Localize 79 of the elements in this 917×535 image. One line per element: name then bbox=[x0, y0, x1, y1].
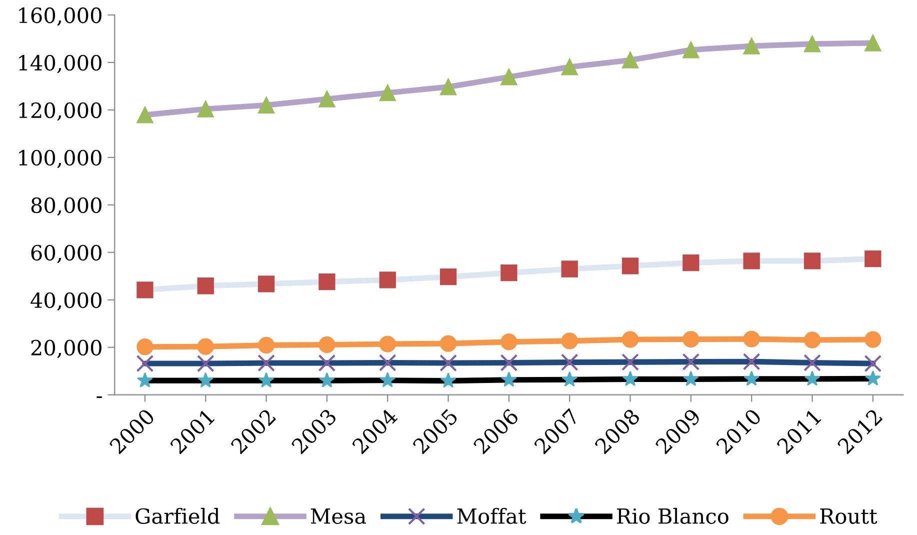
point bbox=[743, 330, 760, 348]
point bbox=[136, 106, 154, 124]
point bbox=[197, 338, 214, 355]
point bbox=[864, 354, 882, 372]
point bbox=[864, 34, 882, 52]
point bbox=[560, 354, 578, 371]
point bbox=[561, 58, 578, 76]
point bbox=[440, 354, 457, 372]
y-tick-label: 40,000 bbox=[30, 292, 102, 311]
point bbox=[804, 354, 821, 372]
point bbox=[561, 260, 578, 278]
point bbox=[379, 336, 396, 352]
point bbox=[622, 52, 639, 68]
point bbox=[136, 282, 154, 298]
point bbox=[379, 84, 396, 102]
point bbox=[743, 38, 760, 54]
point bbox=[804, 332, 821, 348]
legend-label: Routt bbox=[820, 508, 878, 524]
point bbox=[742, 352, 760, 370]
y-tick-label: - bbox=[96, 396, 102, 398]
point bbox=[682, 330, 700, 348]
legend-label: Rio Blanco bbox=[617, 508, 728, 524]
legend-label: Garfield bbox=[136, 508, 220, 524]
point bbox=[440, 372, 456, 388]
point bbox=[258, 372, 274, 388]
point bbox=[196, 354, 214, 372]
legend-label: Moffat bbox=[457, 508, 526, 524]
point bbox=[136, 338, 154, 356]
point bbox=[378, 354, 396, 372]
point bbox=[440, 335, 457, 352]
point bbox=[500, 334, 518, 350]
point bbox=[500, 372, 517, 387]
legend-label: Mesa bbox=[310, 508, 366, 524]
point bbox=[318, 372, 335, 388]
point bbox=[744, 370, 760, 386]
point bbox=[622, 353, 639, 371]
point bbox=[682, 254, 700, 272]
point bbox=[500, 264, 518, 282]
point bbox=[864, 370, 881, 386]
point bbox=[682, 353, 700, 371]
point bbox=[318, 336, 336, 354]
y-tick-label: 80,000 bbox=[31, 197, 102, 216]
point bbox=[258, 336, 275, 354]
point bbox=[440, 268, 457, 286]
point bbox=[198, 372, 214, 388]
point bbox=[622, 258, 639, 274]
point bbox=[804, 36, 821, 52]
point bbox=[136, 354, 154, 372]
y-tick-label: 160,000 bbox=[19, 7, 102, 26]
point bbox=[136, 372, 153, 388]
point bbox=[622, 331, 639, 348]
point bbox=[804, 252, 821, 270]
point bbox=[258, 96, 275, 114]
point bbox=[197, 100, 214, 118]
point bbox=[743, 252, 760, 270]
point bbox=[682, 42, 700, 58]
point bbox=[197, 278, 214, 294]
point bbox=[864, 250, 882, 268]
point bbox=[258, 354, 275, 372]
y-tick-label: 100,000 bbox=[19, 150, 102, 168]
point bbox=[379, 272, 396, 288]
y-tick-label: 60,000 bbox=[31, 244, 102, 264]
point bbox=[804, 370, 820, 386]
point bbox=[318, 354, 336, 372]
y-tick-label: 120,000 bbox=[19, 102, 102, 121]
point bbox=[562, 371, 578, 387]
y-tick-label: 140,000 bbox=[19, 54, 102, 74]
point bbox=[318, 90, 336, 108]
point bbox=[500, 354, 518, 372]
point bbox=[682, 370, 699, 386]
point bbox=[258, 276, 275, 292]
y-tick-label: 20,000 bbox=[31, 340, 102, 358]
point bbox=[864, 331, 882, 348]
point bbox=[500, 68, 518, 86]
point bbox=[380, 372, 396, 388]
point bbox=[622, 370, 638, 386]
point bbox=[561, 332, 578, 350]
point bbox=[440, 78, 457, 96]
point bbox=[318, 273, 336, 290]
